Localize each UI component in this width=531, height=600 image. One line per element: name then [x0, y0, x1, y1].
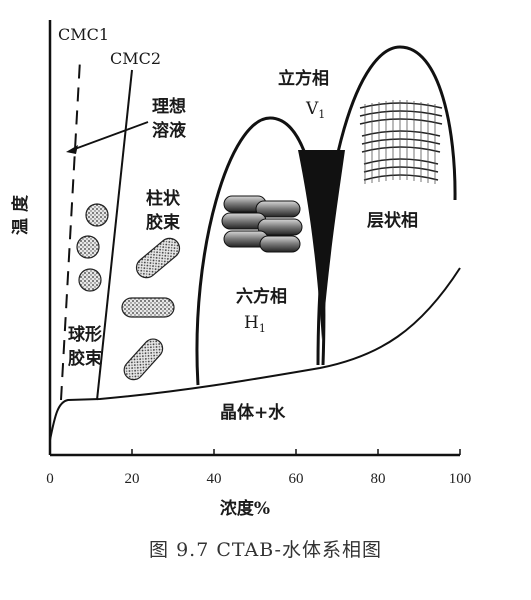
hexagonal-label-line2: H1 — [244, 313, 266, 335]
rod-micelle-label-line1: 柱状 — [146, 188, 181, 209]
x-tick-40: 40 — [207, 471, 222, 487]
sphere-micelle — [85, 203, 109, 227]
ideal-solution-label-line1: 理想 — [152, 96, 186, 117]
cubic-phase-region — [298, 150, 345, 340]
lamellar-stack — [359, 100, 443, 184]
x-tick-0: 0 — [46, 471, 54, 487]
cmc1-label: CMC1 — [58, 25, 109, 44]
x-axis-label: 浓度% — [220, 498, 270, 519]
krafft-boundary — [49, 267, 461, 441]
x-tick-100: 100 — [449, 471, 472, 487]
hexagonal-label-subscript: 1 — [259, 322, 266, 335]
ideal-solution-label-line2: 溶液 — [152, 120, 186, 141]
cubic-label-line1: 立方相 — [278, 68, 329, 89]
hexagonal-rod-bundle — [221, 195, 303, 253]
phase-boundaries — [49, 45, 461, 441]
x-tick-20: 20 — [125, 471, 140, 487]
cmc2-line — [96, 69, 133, 401]
cmc1-line — [60, 59, 81, 401]
axes: 0 20 40 60 80 100 浓度% 温 度 — [10, 20, 471, 519]
sphere-micelle — [78, 268, 102, 292]
x-tick-80: 80 — [371, 471, 386, 487]
rod-micelle — [123, 338, 164, 381]
sphere-micelle — [76, 235, 100, 259]
spherical-micelles — [76, 203, 109, 292]
hexagonal-label-line1: 六方相 — [236, 286, 287, 307]
rod-micelle-label-line2: 胶束 — [146, 212, 180, 233]
crystal-water-label: 晶体+水 — [220, 402, 286, 423]
cubic-label-line2: V1 — [305, 99, 325, 121]
rod-micelle — [135, 237, 181, 279]
figure-caption: 图 9.7 CTAB-水体系相图 — [149, 539, 382, 561]
y-axis-label: 温 度 — [10, 194, 31, 235]
x-ticks — [49, 449, 461, 455]
sphere-micelle-label-line1: 球形 — [68, 324, 102, 345]
lamellar-boundary — [316, 45, 457, 366]
region-labels: CMC1 CMC2 理想 溶液 柱状 胶束 球形 胶束 六方相 H1 立方相 V… — [58, 25, 418, 423]
rod-micelles — [121, 237, 181, 381]
lamellar-label: 层状相 — [367, 210, 418, 231]
rod-micelle — [121, 297, 175, 318]
cubic-label-subscript: 1 — [318, 108, 325, 121]
sphere-micelle-label-line2: 胶束 — [68, 348, 102, 369]
cmc2-label: CMC2 — [110, 49, 161, 68]
ideal-solution-pointer — [71, 121, 149, 151]
x-tick-60: 60 — [289, 471, 304, 487]
